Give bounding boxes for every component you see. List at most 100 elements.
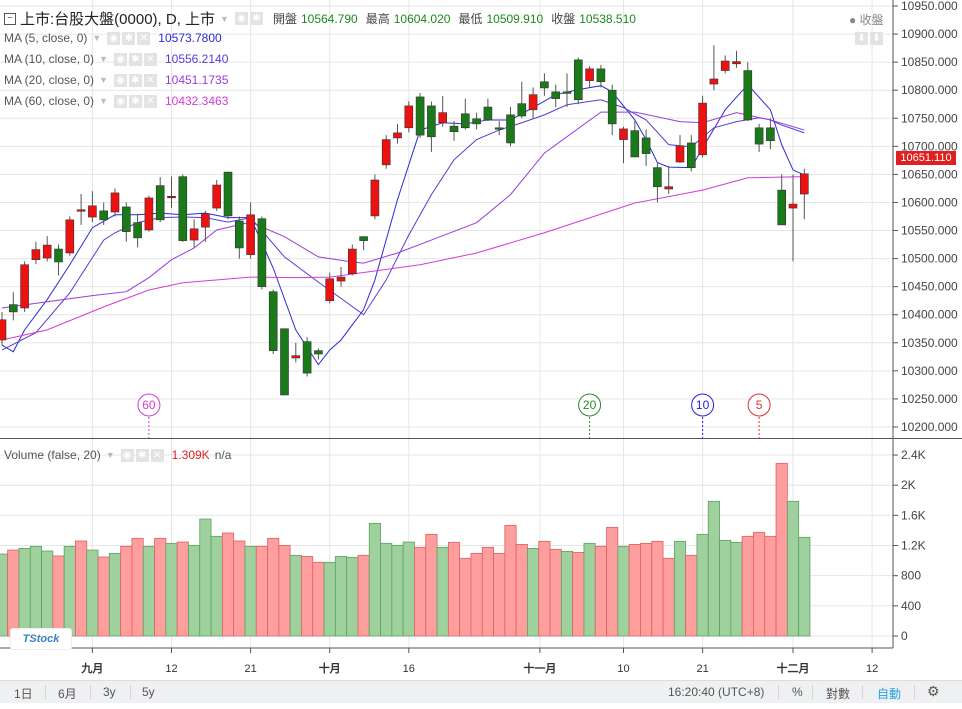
candle-body <box>155 185 165 221</box>
dot-icon: ● <box>849 13 857 27</box>
candle-body <box>189 228 199 241</box>
eye-icon[interactable]: ◉ <box>120 448 134 462</box>
volume-axis-label: 400 <box>901 599 921 613</box>
volume-bar <box>425 533 438 637</box>
candle-body <box>449 125 459 133</box>
close-icon[interactable]: ✕ <box>143 94 157 108</box>
ma-legend: MA (5, close, 0) ▼ ◉ ✱ ✕ 10573.7800 <box>4 31 222 45</box>
candle-body <box>788 203 798 209</box>
volume-bar <box>414 546 427 637</box>
arrow-down-icon[interactable]: ⬇ <box>855 32 868 45</box>
candle-body <box>585 68 594 81</box>
chevron-down-icon[interactable]: ▼ <box>220 13 229 24</box>
range-6m-button[interactable]: 6月 <box>58 687 77 701</box>
candle-body <box>664 186 674 190</box>
range-1d-button[interactable]: 1日 <box>14 687 33 701</box>
candle-body <box>76 209 86 212</box>
price-chart[interactable]: 10950.000 10900.000 10850.000 10800.000 1075… <box>0 0 962 680</box>
open-label: 開盤 <box>272 12 297 26</box>
collapse-icon[interactable]: − <box>4 12 16 25</box>
volume-bar <box>696 533 709 637</box>
ma-value: 10432.3463 <box>164 94 229 108</box>
close-icon[interactable]: ✕ <box>150 448 164 462</box>
close-icon[interactable]: ✕ <box>143 73 157 87</box>
marker-label: 60 <box>142 398 156 412</box>
gear-icon[interactable]: ✱ <box>128 94 142 108</box>
volume-bar <box>131 537 144 637</box>
volume-bar <box>29 545 42 637</box>
chevron-down-icon[interactable]: ▼ <box>99 75 108 85</box>
volume-bar <box>572 551 585 637</box>
candle-body <box>460 113 470 129</box>
candle-body <box>257 218 267 287</box>
range-3y-button[interactable]: 3y <box>103 685 116 699</box>
candle-body <box>675 145 685 163</box>
ma-label[interactable]: MA (60, close, 0) <box>4 94 95 108</box>
marker-circle <box>578 393 602 417</box>
volume-bar <box>267 537 280 637</box>
volume-bar <box>312 561 325 637</box>
candle-body <box>619 128 628 140</box>
chevron-down-icon[interactable]: ▼ <box>92 33 102 43</box>
close-icon[interactable]: ✕ <box>143 52 157 66</box>
candle-body <box>20 264 29 309</box>
ma-label[interactable]: MA (5, close, 0) <box>4 31 88 45</box>
volume-bar <box>798 536 811 637</box>
time-axis-label: 21 <box>244 663 256 675</box>
volume-bar <box>357 554 370 637</box>
range-5y-button[interactable]: 5y <box>142 685 155 699</box>
volume-bar <box>583 542 596 637</box>
symbol-title[interactable]: 上市:台股大盤(0000), D, 上市 <box>20 11 216 28</box>
volume-bar <box>775 462 788 637</box>
candle-body <box>9 304 18 313</box>
close-icon[interactable]: ✕ <box>137 31 151 45</box>
candle-body <box>653 167 662 188</box>
log-scale-button[interactable]: 對數 <box>826 687 851 701</box>
candle-body <box>393 132 402 139</box>
volume-bar <box>730 541 743 637</box>
gear-icon[interactable]: ⚙ <box>927 683 940 699</box>
current-price-tag: 10651.110 <box>896 151 956 165</box>
eye-icon[interactable]: ◉ <box>107 31 121 45</box>
price-axis-label: 10750.000 <box>901 111 958 125</box>
gear-icon[interactable]: ✱ <box>122 31 136 45</box>
chevron-down-icon[interactable]: ▼ <box>99 54 108 64</box>
volume-bar <box>527 547 540 637</box>
eye-icon[interactable]: ◉ <box>113 73 127 87</box>
time-axis-label: 十二月 <box>777 661 810 675</box>
percent-button[interactable]: % <box>792 685 803 699</box>
gear-icon[interactable]: ✱ <box>135 448 149 462</box>
marker-circle <box>137 393 161 417</box>
volume-bar <box>538 540 551 637</box>
chevron-down-icon[interactable]: ▼ <box>99 96 108 106</box>
gear-icon[interactable]: ✱ <box>128 73 142 87</box>
candle-body <box>686 142 696 168</box>
gear-icon[interactable]: ✱ <box>249 12 263 25</box>
volume-bar <box>436 546 449 637</box>
ma-label[interactable]: MA (10, close, 0) <box>4 52 95 66</box>
volume-bar <box>560 550 574 637</box>
ma-legend: MA (20, close, 0) ▼ ◉ ✱ ✕ 10451.1735 <box>4 73 228 87</box>
volume-bar <box>255 545 268 637</box>
volume-label[interactable]: Volume (false, 20) <box>4 448 101 462</box>
volume-bar <box>199 518 212 637</box>
eye-icon[interactable]: ◉ <box>113 94 127 108</box>
ma-value: 10556.2140 <box>164 52 229 66</box>
candle-body <box>528 94 538 111</box>
close-label: 收盤 <box>551 12 576 26</box>
eye-icon[interactable]: ◉ <box>113 52 127 66</box>
ma-label[interactable]: MA (20, close, 0) <box>4 73 95 87</box>
volume-bar <box>402 541 415 637</box>
volume-bar <box>662 557 675 637</box>
volume-bar <box>63 545 76 637</box>
arrow-down-icon[interactable]: ⬇ <box>870 32 883 45</box>
gear-icon[interactable]: ✱ <box>128 52 142 66</box>
volume-bar <box>176 541 189 637</box>
eye-icon[interactable]: ◉ <box>234 12 248 25</box>
volume-bar <box>594 545 607 637</box>
series-toggle[interactable]: ● 收盤 <box>849 11 884 28</box>
volume-bar <box>7 549 20 637</box>
auto-scale-button[interactable]: 自動 <box>877 687 902 701</box>
volume-bar <box>741 535 754 637</box>
chevron-down-icon[interactable]: ▼ <box>105 450 115 460</box>
